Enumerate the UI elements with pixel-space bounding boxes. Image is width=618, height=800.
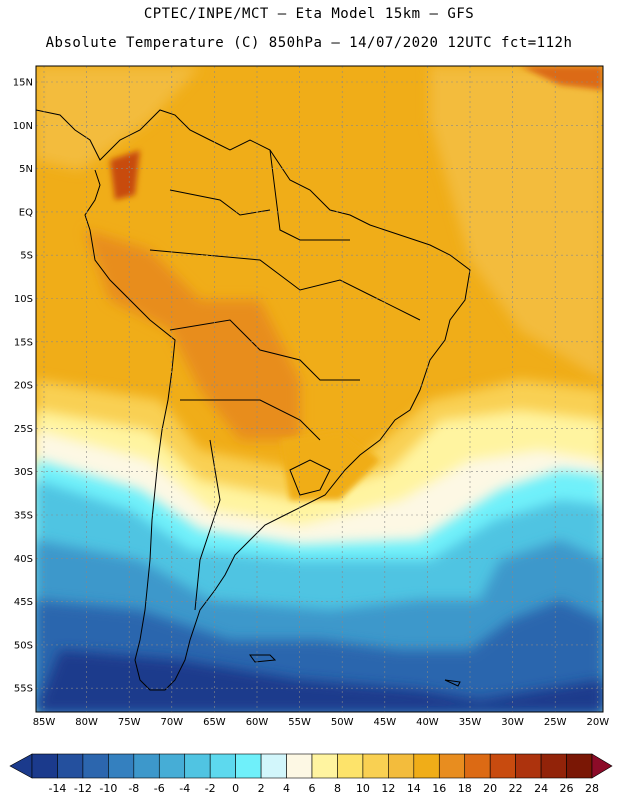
- colorbar-swatch: [31, 753, 58, 779]
- lat-label: 20S: [14, 381, 33, 392]
- chart-title-line-1: CPTEC/INPE/MCT – Eta Model 15km – GFS: [143, 6, 475, 22]
- lat-label: 55S: [14, 684, 33, 695]
- colorbar-swatch: [337, 753, 364, 779]
- colorbar-swatch: [388, 753, 415, 779]
- colorbar-swatch: [235, 753, 262, 779]
- lat-label: 45S: [14, 597, 33, 608]
- lat-label: 15S: [14, 337, 33, 348]
- colorbar-label: 24: [534, 782, 548, 795]
- colorbar-swatch: [158, 753, 186, 779]
- colorbar-swatch: [540, 753, 567, 779]
- colorbar-label: 14: [407, 782, 421, 795]
- colorbar-label: 6: [309, 782, 316, 795]
- colorbar: [9, 753, 613, 779]
- colorbar-swatch: [515, 753, 542, 779]
- colorbar-swatch: [489, 753, 516, 779]
- colorbar-swatch: [566, 753, 593, 779]
- colorbar-label: -2: [205, 782, 216, 795]
- colorbar-label: 10: [356, 782, 370, 795]
- lon-label: 40W: [416, 717, 439, 728]
- lat-label: 5N: [19, 164, 33, 175]
- lat-label: 25S: [14, 424, 33, 435]
- lon-label: 20W: [586, 717, 609, 728]
- lat-label: 50S: [14, 640, 33, 651]
- latitude-labels: 15N 10N 5N EQ 5S 10S 15S 20S 25S 30S 35S 40S 45S 50S 5…: [13, 78, 33, 695]
- colorbar-swatch: [260, 753, 287, 779]
- colorbar-label: 12: [381, 782, 395, 795]
- lat-label: 40S: [14, 554, 33, 565]
- colorbar-swatch: [413, 753, 440, 779]
- lat-label: 10N: [13, 121, 33, 132]
- colorbar-swatch: [82, 753, 109, 779]
- colorbar-swatch: [108, 753, 135, 779]
- lon-label: 45W: [373, 717, 396, 728]
- colorbar-label: -10: [99, 782, 117, 795]
- colorbar-labels: -14 -12 -10 -8 -6 -4 -2 0 2 4 6 8 10 12 14 16 18 20 22 24 26…: [48, 782, 599, 795]
- colorbar-swatch: [184, 753, 211, 779]
- longitude-labels: 85W 80W 75W 70W 65W 60W 55W 50W 45W 40W 35W 30W 25W 2…: [33, 717, 610, 728]
- lon-label: 85W: [33, 717, 56, 728]
- colorbar-swatch: [362, 753, 389, 779]
- colorbar-swatch: [57, 753, 84, 779]
- colorbar-label: 2: [258, 782, 265, 795]
- chart-title-line-2: Absolute Temperature (C) 850hPa – 14/07/…: [45, 35, 573, 51]
- colorbar-swatch: [464, 753, 491, 779]
- colorbar-label: 0: [232, 782, 239, 795]
- lat-label: 10S: [14, 294, 33, 305]
- lat-label: 5S: [20, 251, 33, 262]
- colorbar-label: 20: [483, 782, 497, 795]
- lat-label: 35S: [14, 511, 33, 522]
- lon-label: 75W: [118, 717, 141, 728]
- colorbar-swatch: [438, 753, 466, 779]
- colorbar-label: -12: [74, 782, 92, 795]
- coastline: [36, 109, 471, 691]
- lon-label: 65W: [203, 717, 226, 728]
- lat-label: EQ: [19, 207, 33, 218]
- lon-label: 80W: [75, 717, 98, 728]
- lon-label: 70W: [160, 717, 183, 728]
- colorbar-label: 22: [509, 782, 523, 795]
- colorbar-label: -14: [48, 782, 66, 795]
- map-frame: [35, 65, 604, 713]
- colorbar-swatch: [311, 753, 338, 779]
- colorbar-right-arrow: [591, 753, 613, 779]
- lon-label: 35W: [459, 717, 482, 728]
- lon-label: 25W: [544, 717, 567, 728]
- colorbar-swatch: [286, 753, 313, 779]
- colorbar-label: 16: [432, 782, 446, 795]
- colorbar-swatch: [209, 753, 236, 779]
- temperature-field: [36, 66, 603, 712]
- colorbar-swatch: [133, 753, 160, 779]
- lon-label: 60W: [246, 717, 269, 728]
- colorbar-label: 26: [560, 782, 574, 795]
- colorbar-label: 18: [458, 782, 472, 795]
- colorbar-label: 4: [283, 782, 290, 795]
- lat-label: 30S: [14, 467, 33, 478]
- colorbar-label: -8: [128, 782, 139, 795]
- colorbar-label: -6: [154, 782, 165, 795]
- lon-label: 30W: [501, 717, 524, 728]
- lon-label: 55W: [288, 717, 311, 728]
- colorbar-label: 28: [585, 782, 599, 795]
- colorbar-label: 8: [334, 782, 341, 795]
- colorbar-left-arrow: [9, 753, 33, 779]
- colorbar-label: -4: [179, 782, 190, 795]
- lat-label: 15N: [13, 78, 33, 89]
- lon-label: 50W: [331, 717, 354, 728]
